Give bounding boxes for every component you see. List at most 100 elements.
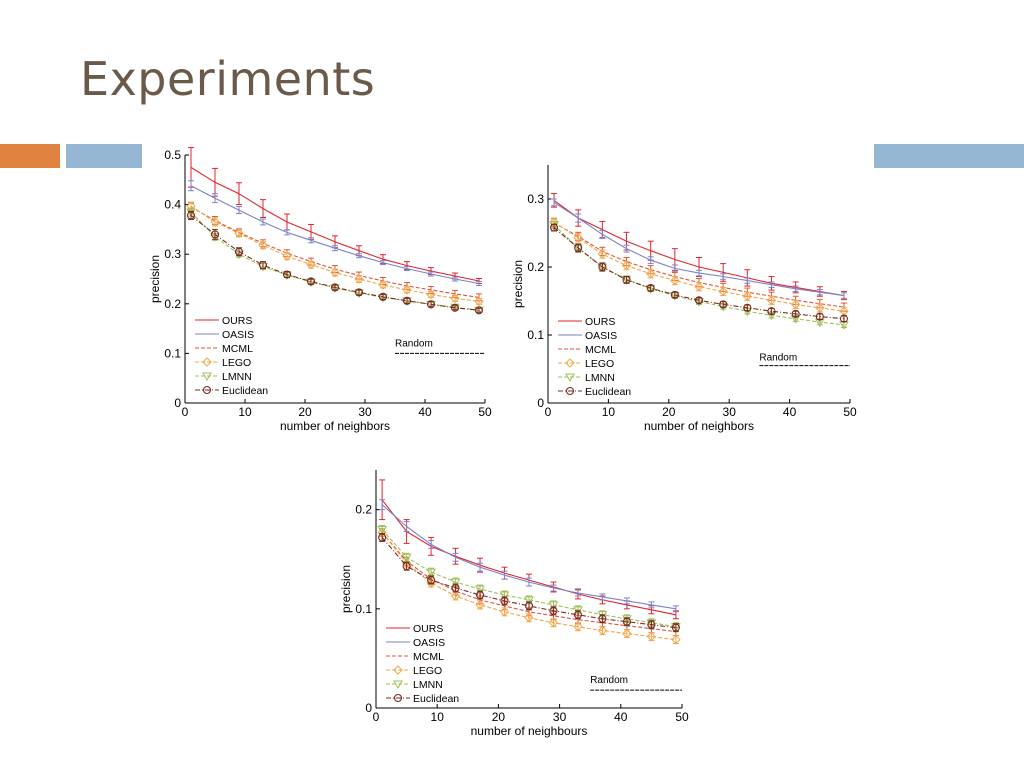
y-tick-label: 0.3 [164, 247, 181, 261]
data-point [354, 288, 364, 297]
x-axis-label: number of neighbors [280, 419, 390, 433]
data-point [426, 568, 436, 578]
random-label: Random [590, 675, 628, 686]
y-tick-label: 0.2 [527, 260, 544, 274]
legend-label: OASIS [585, 330, 617, 342]
data-point [671, 623, 680, 632]
legend-label: OURS [585, 316, 615, 328]
data-point [549, 221, 559, 230]
y-tick-label: 0.5 [164, 148, 181, 162]
data-point [401, 553, 412, 563]
data-point [499, 591, 510, 600]
x-tick-label: 10 [238, 405, 252, 419]
x-tick-label: 30 [553, 710, 567, 724]
x-tick-label: 10 [602, 405, 616, 419]
data-point [719, 300, 728, 309]
legend: OURS OASIS MCML LEGO LMNN Euclidean [195, 315, 268, 397]
legend-label: OASIS [413, 637, 445, 649]
data-point [354, 274, 364, 284]
data-point [671, 634, 681, 645]
data-point [210, 230, 220, 239]
data-point [646, 619, 657, 628]
data-point [234, 247, 244, 256]
data-point [402, 296, 412, 305]
series-lego [549, 217, 849, 316]
x-tick-label: 0 [545, 405, 552, 419]
y-tick-label: 0 [537, 396, 544, 410]
data-point [549, 606, 558, 615]
data-point [378, 533, 387, 542]
y-axis-label: precision [511, 260, 525, 308]
legend-marker [393, 693, 403, 703]
legend-label: LEGO [585, 358, 614, 370]
x-tick-label: 40 [418, 405, 432, 419]
random-label: Random [395, 338, 433, 349]
data-point [646, 284, 655, 293]
data-point [839, 314, 849, 323]
data-point [718, 286, 728, 297]
x-tick-label: 50 [675, 710, 689, 724]
legend-marker [565, 373, 575, 383]
data-point [646, 631, 657, 642]
data-point [647, 620, 656, 629]
legend-label: OASIS [222, 329, 254, 341]
data-point [694, 296, 704, 305]
data-point [573, 621, 583, 632]
data-point [743, 303, 752, 312]
data-point [524, 613, 534, 623]
series-oasis [379, 499, 679, 613]
data-point [210, 217, 220, 227]
data-point [598, 614, 607, 623]
data-point [597, 249, 608, 259]
data-point [574, 243, 583, 253]
data-point [791, 309, 800, 318]
data-point [377, 526, 387, 535]
y-tick-label: 0.3 [527, 192, 544, 206]
data-point [815, 303, 825, 313]
data-point [500, 596, 509, 605]
y-tick-label: 0.4 [164, 198, 181, 212]
legend-label: Euclidean [413, 693, 459, 705]
data-point [524, 596, 534, 605]
series-euclidean [378, 532, 680, 633]
legend-label: OURS [222, 315, 252, 327]
y-tick-label: 0.1 [355, 602, 372, 616]
x-tick-label: 50 [843, 405, 857, 419]
series-oasis [188, 180, 482, 286]
accent-bar-blue-left [66, 144, 142, 168]
data-point [450, 591, 461, 601]
series-line [381, 504, 676, 610]
legend-label: Euclidean [585, 386, 631, 398]
data-point [330, 267, 340, 278]
data-point [573, 233, 583, 243]
legend-label: MCML [585, 344, 616, 356]
data-point [450, 293, 460, 304]
legend-label: MCML [222, 343, 253, 355]
data-point [499, 607, 510, 617]
x-tick-label: 0 [373, 710, 380, 724]
x-tick-label: 20 [492, 710, 506, 724]
data-point [622, 628, 632, 639]
data-point [427, 576, 436, 585]
random-label: Random [759, 353, 797, 364]
legend-marker [202, 372, 212, 382]
data-point [426, 300, 436, 309]
data-point [475, 585, 485, 595]
y-tick-label: 0 [174, 396, 181, 410]
data-point [450, 303, 460, 312]
x-tick-label: 10 [431, 710, 445, 724]
legend-label: LEGO [222, 357, 251, 369]
data-point [621, 260, 632, 271]
series-euclidean [549, 223, 849, 323]
data-point [790, 299, 801, 310]
y-axis-label: precision [339, 565, 353, 613]
legend-label: LMNN [585, 372, 615, 384]
data-point [378, 292, 388, 301]
x-tick-label: 0 [182, 405, 189, 419]
data-point [426, 289, 436, 300]
legend-marker [202, 357, 212, 367]
data-point [815, 312, 824, 321]
x-axis-label: number of neighbors [644, 419, 754, 433]
